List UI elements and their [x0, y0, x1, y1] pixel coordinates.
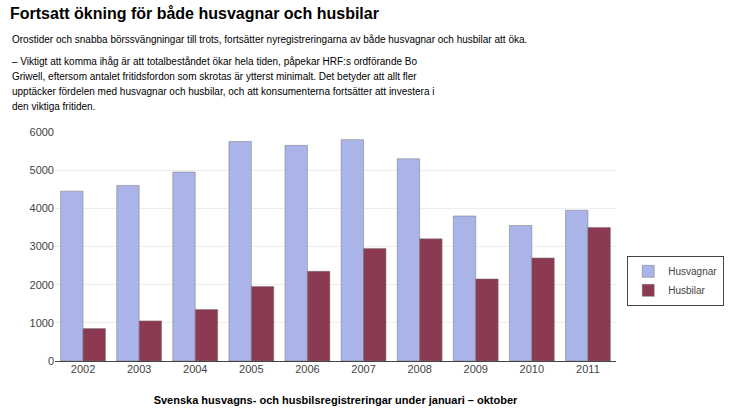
- svg-text:2007: 2007: [351, 363, 375, 375]
- svg-text:2006: 2006: [295, 363, 319, 375]
- svg-text:2009: 2009: [464, 363, 488, 375]
- svg-text:5000: 5000: [30, 164, 54, 176]
- svg-text:– Viktigt att komma ihåg är at: – Viktigt att komma ihåg är att totalbes…: [12, 56, 417, 67]
- svg-text:2005: 2005: [239, 363, 263, 375]
- svg-text:Husbilar: Husbilar: [668, 285, 705, 296]
- svg-text:1000: 1000: [30, 317, 54, 329]
- svg-text:Husvagnar: Husvagnar: [668, 266, 717, 277]
- svg-text:4000: 4000: [30, 202, 54, 214]
- svg-text:Orostider och snabba börssväng: Orostider och snabba börssvängningar til…: [12, 34, 527, 45]
- svg-text:2010: 2010: [520, 363, 544, 375]
- svg-text:2003: 2003: [127, 363, 151, 375]
- svg-text:Svenska husvagns- och husbilsr: Svenska husvagns- och husbilsregistrerin…: [154, 394, 518, 406]
- svg-text:2002: 2002: [71, 363, 95, 375]
- svg-text:2011: 2011: [576, 363, 600, 375]
- svg-text:3000: 3000: [30, 240, 54, 252]
- svg-text:6000: 6000: [30, 126, 54, 138]
- svg-text:2004: 2004: [183, 363, 207, 375]
- svg-text:den viktiga fritiden.: den viktiga fritiden.: [12, 101, 95, 112]
- svg-text:Fortsatt ökning för både husva: Fortsatt ökning för både husvagnar och h…: [10, 5, 379, 22]
- svg-text:Griwell, eftersom antalet frit: Griwell, eftersom antalet fritidsfordon …: [12, 71, 417, 82]
- svg-text:2000: 2000: [30, 279, 54, 291]
- svg-text:upptäcker fördelen med husvagn: upptäcker fördelen med husvagnar och hus…: [12, 86, 434, 97]
- svg-text:0: 0: [48, 355, 54, 367]
- svg-text:2008: 2008: [407, 363, 431, 375]
